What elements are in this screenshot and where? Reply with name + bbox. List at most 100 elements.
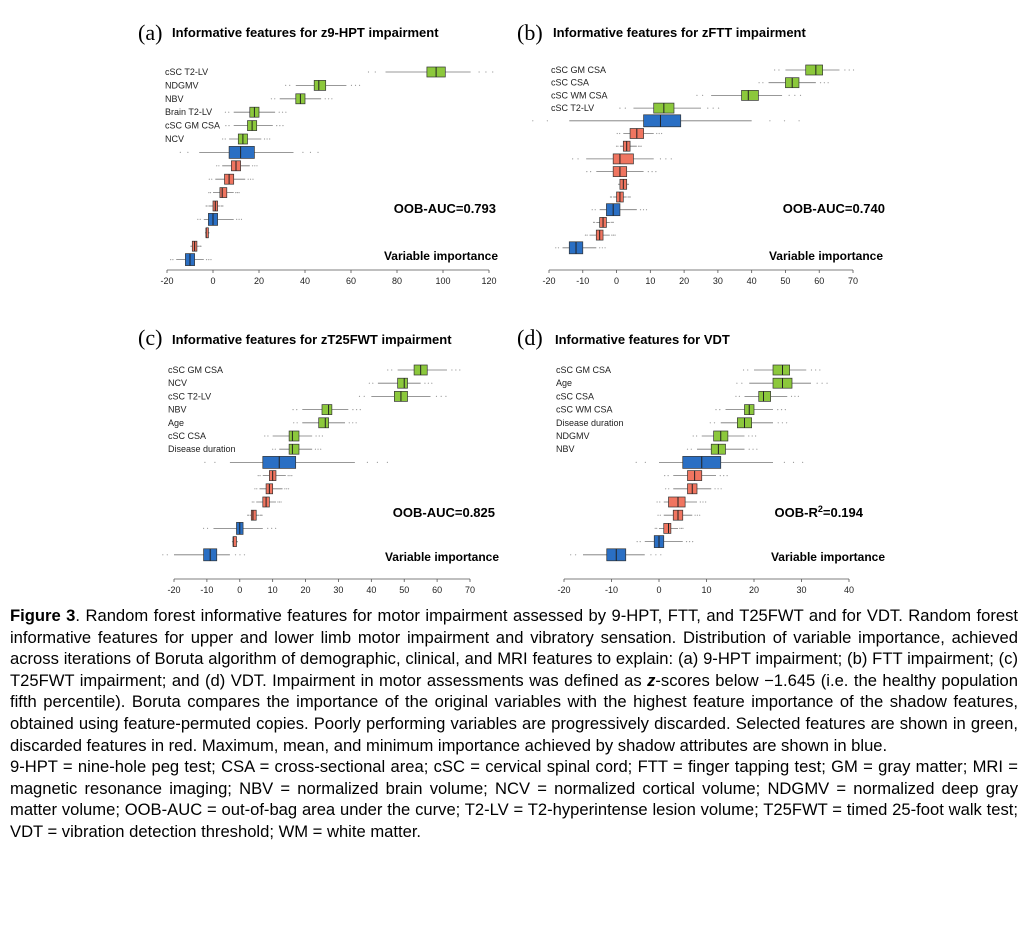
outlier-dot	[270, 98, 273, 100]
box-c-13-red	[231, 536, 238, 547]
outlier-dot	[204, 461, 206, 463]
x-tick-label: -10	[200, 585, 213, 595]
outlier-dot	[359, 409, 361, 411]
outlier-dot	[601, 247, 603, 249]
outlier-dot	[532, 120, 534, 122]
outlier-dot	[208, 259, 210, 261]
outlier-dot	[321, 435, 323, 437]
outlier-dot	[726, 475, 728, 477]
metric-label: OOB-R2=0.194	[775, 504, 864, 520]
box-d-14-blue	[570, 548, 662, 562]
outlier-dot	[285, 111, 287, 113]
outlier-dot	[281, 111, 284, 113]
outlier-dot	[278, 111, 280, 113]
outlier-dot	[218, 165, 220, 167]
outlier-dot	[784, 409, 786, 411]
outlier-dot	[783, 120, 786, 122]
x-tick-label: 30	[796, 585, 806, 595]
outlier-dot	[367, 71, 370, 73]
feature-label: cSC CSA	[556, 391, 594, 401]
box-b-3-green	[619, 102, 720, 114]
outlier-dot	[655, 171, 657, 173]
outlier-dot	[594, 221, 596, 223]
outlier-dot	[363, 395, 365, 397]
outlier-dot	[287, 475, 289, 477]
outlier-dot	[655, 554, 657, 556]
outlier-dot	[252, 178, 254, 180]
feature-label: cSC WM CSA	[551, 90, 608, 100]
outlier-dot	[636, 541, 638, 543]
box-d-8-red	[664, 470, 728, 481]
outlier-dot	[199, 218, 201, 220]
outlier-dot	[748, 435, 750, 437]
outlier-dot	[616, 132, 618, 135]
x-tick-label: 120	[481, 276, 496, 286]
x-tick-label: 20	[254, 276, 264, 286]
outlier-dot	[249, 178, 252, 180]
box-a-1-green	[285, 80, 361, 91]
outlier-dot	[736, 382, 738, 384]
x-tick-label: 0	[210, 276, 215, 286]
outlier-dot	[720, 488, 722, 490]
outlier-dot	[735, 395, 737, 397]
outlier-dot	[278, 501, 281, 503]
box-b-6-red	[615, 140, 642, 152]
outlier-dot	[485, 71, 487, 73]
outlier-dot	[797, 395, 799, 397]
boxplot-b: -20 -10 0 10 20 30 40 50 60 70 cSC GM CSA cSC CSA cS…	[532, 64, 885, 286]
box-a-11-blue	[197, 213, 243, 226]
outlier-dot	[656, 527, 658, 529]
outlier-dot	[852, 69, 855, 71]
outlier-dot	[240, 218, 243, 220]
outlier-dot	[286, 488, 288, 490]
box-d-12-red	[654, 523, 684, 534]
outlier-dot	[317, 448, 319, 450]
outlier-dot	[236, 192, 239, 194]
feature-label: cSC GM CSA	[168, 365, 223, 375]
iqr-box	[643, 114, 682, 128]
outlier-dot	[251, 165, 254, 167]
outlier-dot	[275, 527, 277, 529]
outlier-dot	[327, 98, 330, 100]
outlier-dot	[222, 138, 224, 140]
x-tick-label: 50	[780, 276, 790, 286]
outlier-dot	[236, 218, 238, 220]
outlier-dot	[197, 218, 199, 220]
iqr-box	[318, 417, 329, 429]
outlier-dot	[777, 409, 779, 411]
outlier-dot	[190, 245, 192, 247]
outlier-dot	[642, 209, 645, 211]
panel-title-d: Informative features for VDT	[555, 332, 730, 347]
outlier-dot	[431, 382, 433, 384]
outlier-dot	[694, 514, 696, 516]
outlier-dot	[826, 382, 828, 384]
outlier-dot	[424, 382, 426, 384]
outlier-dot	[352, 422, 354, 424]
outlier-dot	[285, 84, 287, 86]
x-tick-label: 20	[749, 585, 759, 595]
outlier-dot	[610, 196, 613, 198]
outlier-dot	[654, 527, 656, 529]
outlier-dot	[712, 107, 714, 109]
box-d-3-green	[715, 404, 786, 415]
outlier-dot	[259, 475, 261, 477]
feature-label: NBV	[165, 94, 184, 104]
outlier-dot	[170, 259, 172, 261]
x-tick-label: 100	[435, 276, 450, 286]
outlier-dot	[296, 422, 298, 424]
outlier-dot	[279, 125, 281, 127]
box-a-8-red	[208, 173, 254, 185]
outlier-dot	[451, 369, 453, 371]
panel-title-b: Informative features for zFTT impairment	[553, 25, 806, 40]
outlier-dot	[228, 125, 230, 127]
outlier-dot	[584, 234, 587, 236]
outlier-dot	[656, 501, 658, 503]
outlier-dot	[755, 435, 757, 437]
box-d-4-green	[709, 417, 788, 429]
outlier-dot	[277, 501, 279, 503]
chart-panel-d: (d) Informative features for VDT -20 -10 0…	[515, 312, 1015, 612]
outlier-dot	[291, 475, 293, 477]
outlier-dot	[656, 132, 658, 135]
box-c-12-blue	[203, 522, 277, 535]
outlier-dot	[203, 527, 205, 529]
